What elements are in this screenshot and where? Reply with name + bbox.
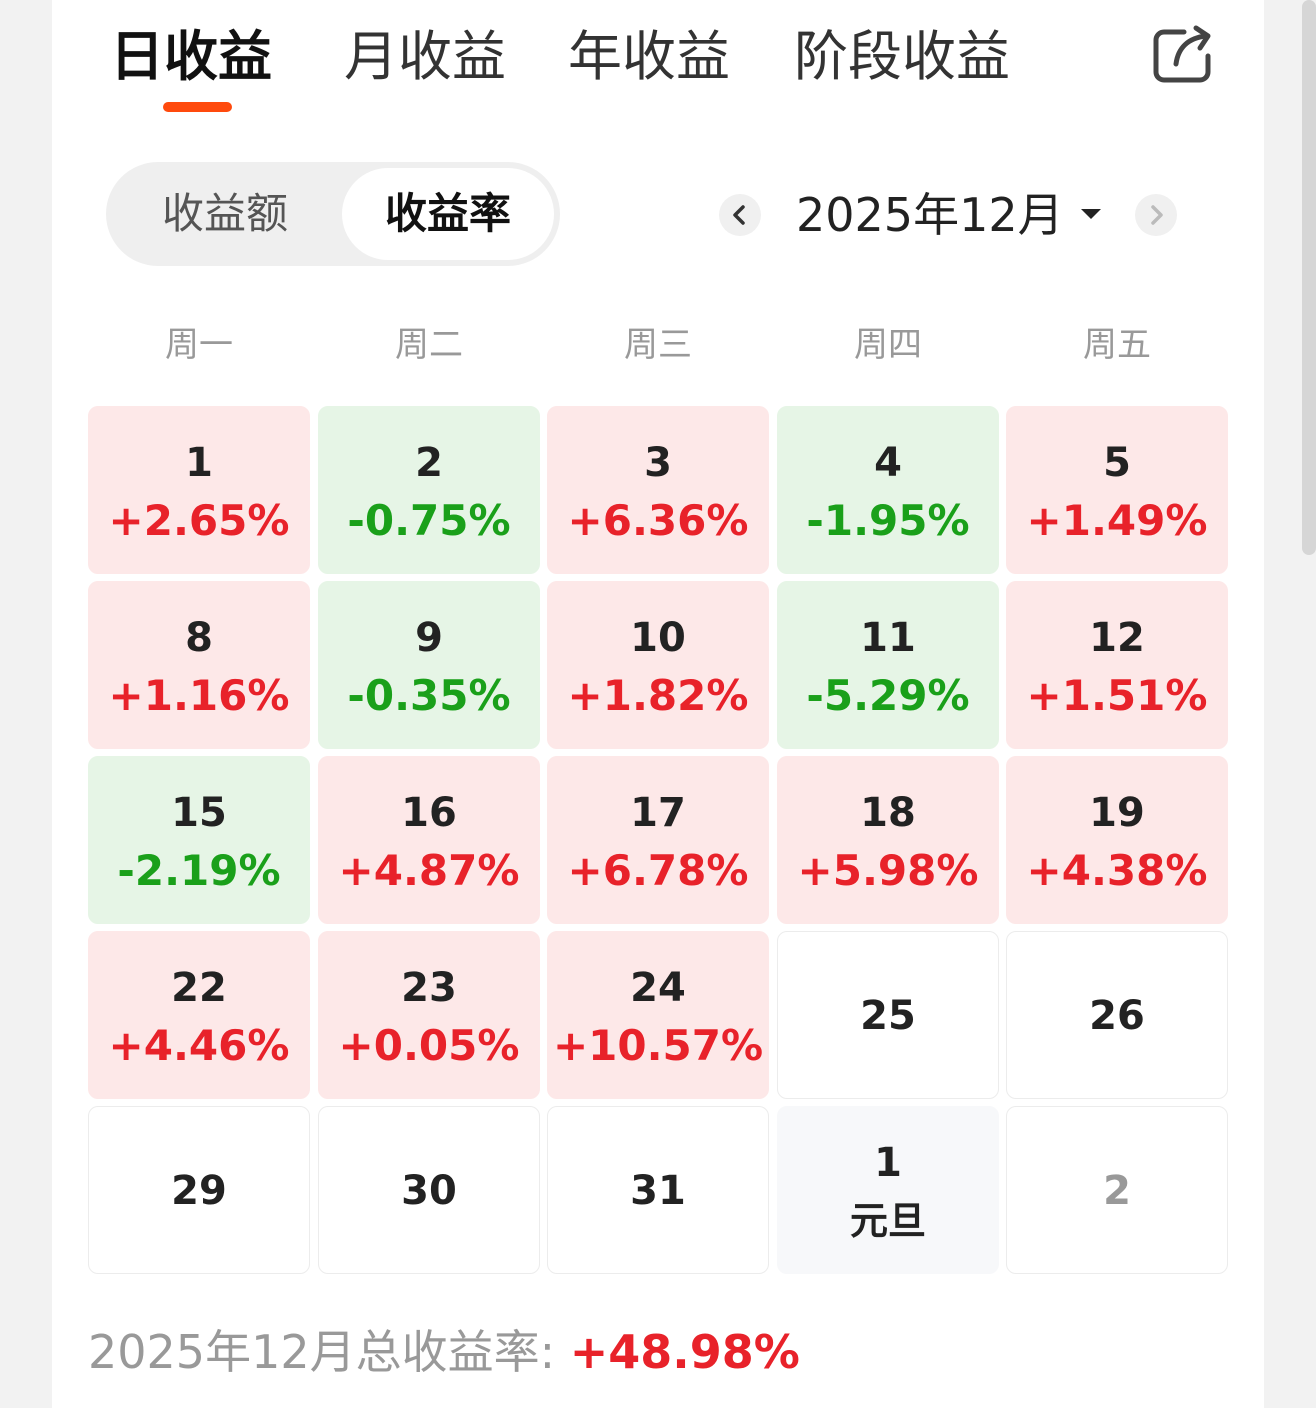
calendar-day-cell[interactable]: 3 +6.36%	[547, 406, 769, 574]
day-number: 17	[630, 790, 686, 836]
tab-monthly[interactable]: 月收益	[344, 25, 506, 88]
calendar-day-cell[interactable]: 22 +4.46%	[88, 931, 310, 1099]
day-number: 23	[401, 965, 457, 1011]
calendar-day-cell[interactable]: 26	[1006, 931, 1228, 1099]
day-number: 1	[874, 1140, 902, 1186]
weekday-wed: 周三	[624, 325, 692, 365]
share-icon[interactable]	[1150, 24, 1216, 86]
monthly-summary: 2025年12月总收益率: +48.98%	[88, 1322, 800, 1382]
calendar-day-cell[interactable]: 2 -0.75%	[318, 406, 540, 574]
calendar-day-cell[interactable]: 15 -2.19%	[88, 756, 310, 924]
day-number: 4	[874, 440, 902, 486]
day-number: 29	[171, 1168, 227, 1214]
day-number: 10	[630, 615, 686, 661]
day-rate: +6.36%	[567, 496, 749, 545]
calendar-day-cell[interactable]: 30	[318, 1106, 540, 1274]
calendar-day-cell[interactable]: 29	[88, 1106, 310, 1274]
month-label[interactable]: 2025年12月	[796, 188, 1064, 242]
tab-period[interactable]: 阶段收益	[794, 25, 1010, 88]
next-month-button[interactable]	[1135, 194, 1177, 236]
prev-month-button[interactable]	[719, 194, 761, 236]
day-rate: +1.82%	[567, 671, 749, 720]
day-rate: +4.46%	[108, 1021, 290, 1070]
day-number: 15	[171, 790, 227, 836]
day-rate: +4.87%	[338, 846, 520, 895]
calendar-day-cell[interactable]: 24 +10.57%	[547, 931, 769, 1099]
scrollbar[interactable]	[1302, 0, 1316, 555]
active-tab-indicator	[163, 102, 232, 112]
day-rate: +1.51%	[1026, 671, 1208, 720]
day-number: 31	[630, 1168, 686, 1214]
day-rate: +10.57%	[552, 1021, 764, 1070]
calendar-day-cell[interactable]: 5 +1.49%	[1006, 406, 1228, 574]
calendar-day-cell[interactable]: 10 +1.82%	[547, 581, 769, 749]
chevron-left-icon	[733, 205, 745, 225]
day-rate: -1.95%	[806, 496, 970, 545]
calendar-day-cell[interactable]: 18 +5.98%	[777, 756, 999, 924]
calendar-day-cell[interactable]: 12 +1.51%	[1006, 581, 1228, 749]
day-number: 5	[1103, 440, 1131, 486]
day-number: 3	[644, 440, 672, 486]
calendar-day-cell[interactable]: 16 +4.87%	[318, 756, 540, 924]
day-rate: +6.78%	[567, 846, 749, 895]
day-number: 18	[860, 790, 916, 836]
day-number: 16	[401, 790, 457, 836]
chevron-right-icon	[1151, 205, 1163, 225]
day-number: 12	[1089, 615, 1145, 661]
weekday-thu: 周四	[854, 325, 922, 365]
day-rate: +1.16%	[108, 671, 290, 720]
day-rate: +5.98%	[797, 846, 979, 895]
day-rate: -2.19%	[117, 846, 281, 895]
weekday-tue: 周二	[395, 325, 463, 365]
toggle-rate[interactable]: 收益率	[342, 168, 554, 260]
day-rate: +0.05%	[338, 1021, 520, 1070]
calendar-day-cell[interactable]: 8 +1.16%	[88, 581, 310, 749]
day-number: 2	[415, 440, 443, 486]
holiday-label: 元旦	[849, 1199, 926, 1243]
calendar-day-cell[interactable]: 19 +4.38%	[1006, 756, 1228, 924]
calendar-day-cell[interactable]: 17 +6.78%	[547, 756, 769, 924]
toggle-amount[interactable]: 收益额	[161, 189, 288, 238]
day-rate: -0.35%	[347, 671, 511, 720]
day-number: 1	[185, 440, 213, 486]
day-number: 9	[415, 615, 443, 661]
calendar-day-cell[interactable]: 25	[777, 931, 999, 1099]
weekday-fri: 周五	[1083, 325, 1151, 365]
day-number: 30	[401, 1168, 457, 1214]
tab-daily[interactable]: 日收益	[110, 25, 272, 88]
calendar-day-cell[interactable]: 23 +0.05%	[318, 931, 540, 1099]
calendar-day-cell[interactable]: 1 +2.65%	[88, 406, 310, 574]
day-number: 25	[860, 993, 916, 1039]
calendar-day-cell[interactable]: 4 -1.95%	[777, 406, 999, 574]
day-rate: -0.75%	[347, 496, 511, 545]
weekday-mon: 周一	[165, 325, 233, 365]
day-rate: +1.49%	[1026, 496, 1208, 545]
calendar-day-cell[interactable]: 31	[547, 1106, 769, 1274]
day-number: 8	[185, 615, 213, 661]
day-rate: -5.29%	[806, 671, 970, 720]
calendar-day-cell[interactable]: 1 元旦	[777, 1106, 999, 1274]
caret-down-icon[interactable]	[1078, 206, 1104, 222]
metric-toggle: 收益额 收益率	[106, 162, 560, 266]
calendar-day-cell[interactable]: 2	[1006, 1106, 1228, 1274]
day-number: 19	[1089, 790, 1145, 836]
summary-label: 2025年12月总收益率:	[88, 1325, 570, 1379]
day-number: 22	[171, 965, 227, 1011]
day-rate: +2.65%	[108, 496, 290, 545]
calendar-day-cell[interactable]: 9 -0.35%	[318, 581, 540, 749]
day-rate: +4.38%	[1026, 846, 1208, 895]
calendar-day-cell[interactable]: 11 -5.29%	[777, 581, 999, 749]
day-number: 11	[860, 615, 916, 661]
day-number: 24	[630, 965, 686, 1011]
summary-value: +48.98%	[569, 1325, 800, 1379]
day-number: 26	[1089, 993, 1145, 1039]
tab-yearly[interactable]: 年收益	[568, 25, 730, 88]
day-number: 2	[1103, 1168, 1131, 1214]
